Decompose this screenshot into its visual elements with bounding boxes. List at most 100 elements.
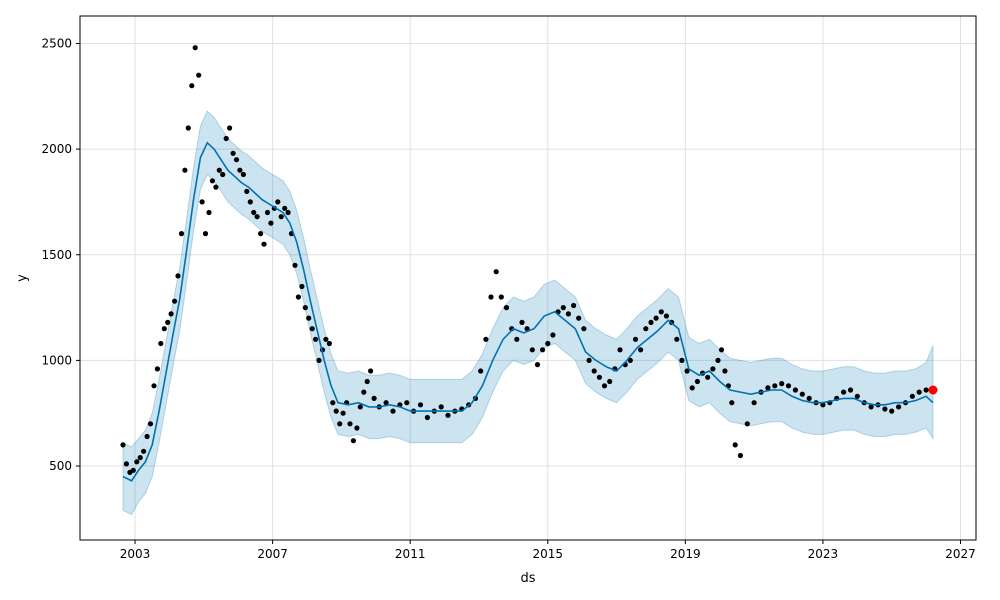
observed-point [340,410,346,416]
observed-point [493,269,499,275]
observed-point [576,315,582,321]
x-tick-label: 2019 [670,547,701,561]
observed-point [674,336,680,342]
observed-point [209,178,215,184]
observed-point [330,400,336,406]
observed-point [220,171,226,178]
observed-point [586,357,592,363]
observed-point [237,167,243,173]
observed-point [230,150,236,156]
observed-point [648,319,654,325]
observed-point [299,283,305,290]
observed-point [694,378,701,385]
observed-point [889,408,895,414]
observed-point [258,231,264,237]
observed-point [519,319,525,325]
observed-point [488,294,494,300]
plot-area [120,45,938,516]
observed-point [192,45,198,51]
observed-point [130,467,136,473]
observed-point [368,368,374,374]
y-axis-label: y [15,274,30,282]
observed-point [591,368,597,374]
observed-point [313,336,319,342]
observed-point [120,442,126,448]
observed-point [278,214,284,220]
observed-point [357,404,363,410]
observed-point [354,425,360,431]
y-tick-label: 2000 [41,142,72,156]
observed-point [638,347,644,353]
observed-point [172,298,178,304]
observed-point [141,448,147,454]
observed-point [223,135,229,142]
observed-point [134,459,140,465]
observed-point [847,387,854,393]
observed-point [854,393,860,399]
observed-point [545,340,551,347]
observed-point [233,157,240,163]
observed-point [571,302,577,309]
observed-point [524,326,530,332]
observed-point [744,421,750,427]
observed-point [361,389,367,395]
observed-point [529,347,535,353]
observed-point [292,262,298,268]
x-tick-label: 2015 [533,547,564,561]
observed-point [658,309,664,315]
observed-point [371,395,377,401]
observed-point [247,199,253,205]
observed-point [601,383,608,389]
observed-point [896,404,902,410]
observed-point [483,336,489,342]
observed-point [244,188,250,194]
observed-point [785,383,792,389]
observed-point [390,408,396,414]
observed-point [196,72,202,78]
observed-point [503,305,510,311]
observed-point [404,400,410,406]
observed-point [498,294,504,300]
observed-point [478,368,484,374]
observed-point [337,421,343,427]
observed-point [909,393,916,399]
observed-point [923,387,929,393]
observed-point [154,366,160,372]
observed-point [868,404,874,410]
axes: 2003 2007 2011 2015 2019 2023 2027 500 1000 1500 2… [41,36,975,561]
observed-point [182,167,188,173]
observed-point [445,412,451,418]
observed-point [185,125,191,131]
observed-point [729,400,735,406]
observed-point [916,389,922,395]
observed-point [882,406,888,412]
x-tick-label: 2003 [120,547,151,561]
x-tick-label: 2007 [257,547,288,561]
observed-point [295,294,301,300]
observed-point [737,452,744,459]
observed-point [137,455,143,461]
observed-point [643,326,649,332]
observed-point [326,340,332,347]
observed-point [165,319,171,325]
observed-point [705,374,711,380]
observed-point [841,389,847,395]
observed-point [240,171,246,178]
observed-point [417,402,424,408]
observed-point [216,167,222,173]
observed-point [627,357,633,363]
observed-point [732,442,738,448]
observed-point [254,214,260,220]
observed-point [765,385,771,391]
observed-point [168,311,174,317]
observed-point [161,326,167,332]
plot-frame [79,15,977,541]
observed-point [679,357,685,363]
observed-point [424,414,430,421]
observed-point [144,433,150,440]
observed-point [653,315,659,321]
y-tick-label: 1000 [41,353,72,367]
observed-point [806,395,812,401]
observed-point [302,305,308,311]
